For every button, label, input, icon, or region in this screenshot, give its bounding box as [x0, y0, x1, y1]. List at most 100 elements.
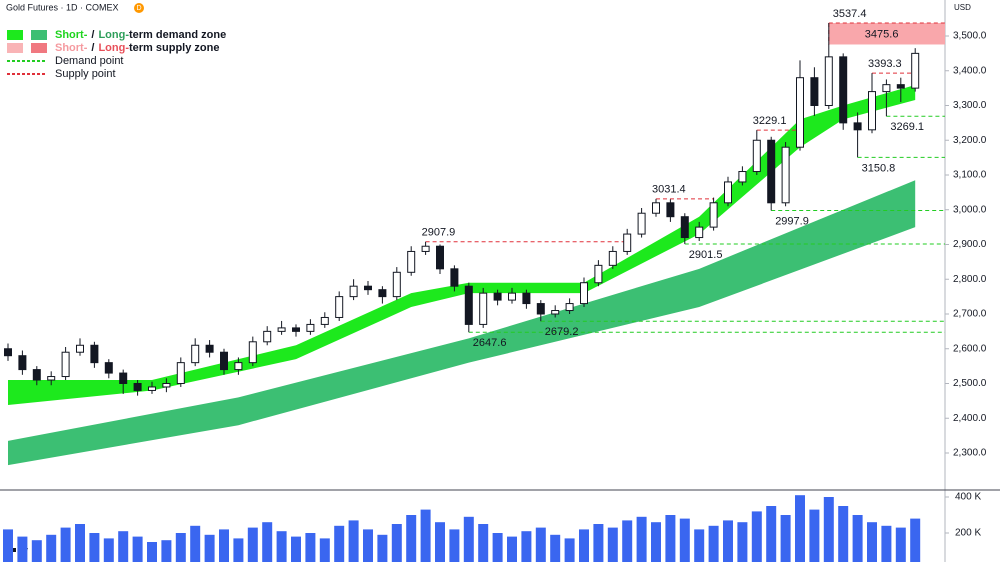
candle-body: [637, 212, 646, 235]
legend-swatch: [7, 30, 23, 40]
volume-bar: [161, 540, 172, 562]
candle-body: [421, 245, 430, 252]
volume-bar: [406, 515, 417, 562]
candle-body: [709, 202, 718, 228]
volume-bar: [118, 531, 129, 562]
volume-bar: [478, 524, 489, 562]
candle-body: [292, 327, 300, 332]
volume-bar: [564, 538, 575, 562]
candle-body: [119, 372, 128, 384]
volume-bar: [305, 533, 316, 562]
data-label: 3150.8: [862, 162, 896, 174]
legend-text: Long-: [98, 42, 129, 54]
data-label: 2907.9: [422, 227, 456, 239]
candle-body: [767, 139, 776, 204]
candle-body: [104, 362, 113, 374]
volume-bar: [823, 497, 834, 562]
candle-body: [306, 323, 315, 332]
candle-body: [868, 91, 876, 131]
y-tick-label: 3,300.0: [953, 100, 987, 111]
volume-bar: [492, 533, 503, 562]
candle-body: [695, 226, 704, 239]
data-label: 3031.4: [652, 184, 686, 196]
legend-text: /: [91, 29, 94, 41]
candle-body: [594, 264, 603, 284]
candle-body: [76, 344, 84, 353]
data-label: 2901.5: [689, 249, 723, 261]
candle-body: [839, 56, 848, 124]
volume-bar: [593, 524, 604, 562]
currency: USD: [954, 3, 971, 12]
legend-swatch: [7, 43, 23, 53]
volume-bar: [665, 515, 676, 562]
candle-body: [176, 362, 185, 384]
candle-body: [896, 84, 905, 89]
volume-bar: [420, 509, 431, 562]
data-label: 3269.1: [890, 121, 924, 133]
candle-body: [464, 285, 473, 325]
volume-bar: [103, 538, 114, 562]
volume-bar: [507, 536, 517, 562]
candle-body: [248, 341, 257, 364]
legend-entry: Supply point: [55, 68, 116, 80]
volume-bar: [46, 534, 57, 562]
volume-bar: [334, 525, 345, 562]
volume-bar: [809, 509, 820, 562]
volume-bar: [636, 516, 647, 562]
legend-text: Demand point: [55, 55, 124, 67]
volume-bar: [175, 533, 186, 562]
candle-body: [407, 250, 416, 273]
candle-body: [191, 344, 200, 364]
legend: Short- / Long-term demand zone Short- / Long-…: [7, 29, 226, 80]
volume-tick-label: 200 K: [955, 528, 981, 539]
candle-body: [565, 303, 574, 312]
volume-bar: [449, 529, 460, 562]
y-tick-label: 2,800.0: [953, 274, 987, 285]
volume-bar: [391, 524, 402, 562]
data-label: 3537.4: [833, 8, 867, 20]
candle-body: [18, 355, 27, 371]
candle-body: [162, 382, 171, 388]
volume-bar: [233, 538, 244, 562]
candle-body: [220, 351, 228, 371]
legend-entry: Demand point: [55, 55, 124, 67]
plot: 3475.6 3537.4 2647.6 2679.2 2901.5 2997.9 3150…: [3, 8, 945, 562]
volume-bar: [60, 527, 71, 562]
candle-body: [810, 77, 819, 106]
candle-body: [666, 202, 675, 218]
candle-body: [364, 285, 372, 291]
candle-body: [263, 330, 272, 343]
y-tick-label: 2,600.0: [953, 343, 987, 354]
data-label: 3475.6: [865, 28, 899, 40]
volume-bar: [3, 529, 13, 562]
candle-body: [450, 268, 459, 287]
candle-body: [551, 310, 560, 315]
candle-body: [911, 52, 920, 89]
y-tick-label: 3,200.0: [953, 135, 987, 146]
volume-bar: [723, 520, 733, 562]
volume-bar: [780, 515, 791, 562]
legend-text: term supply zone: [129, 42, 219, 54]
candle-body: [234, 362, 243, 371]
candle-body: [680, 216, 689, 239]
volume-bar: [31, 540, 42, 562]
candle-body: [205, 344, 214, 353]
y-tick-label: 3,400.0: [953, 65, 987, 76]
candle-body: [738, 171, 747, 183]
volume-bar: [535, 527, 546, 562]
volume-bar: [694, 529, 705, 562]
long-term-demand-zone: [8, 180, 916, 466]
volume-bar: [708, 525, 719, 562]
volume-bar: [521, 531, 532, 562]
supply-zone: [828, 23, 945, 45]
volume-bar: [622, 520, 633, 562]
candle-body: [796, 77, 804, 148]
candle-body: [47, 376, 56, 381]
volume-bar: [319, 538, 330, 562]
volume-bar: [89, 533, 100, 562]
volume-bar: [579, 529, 589, 562]
badge-dot: [134, 3, 144, 13]
volume-bar: [795, 495, 805, 562]
legend-swatch: [31, 43, 47, 53]
